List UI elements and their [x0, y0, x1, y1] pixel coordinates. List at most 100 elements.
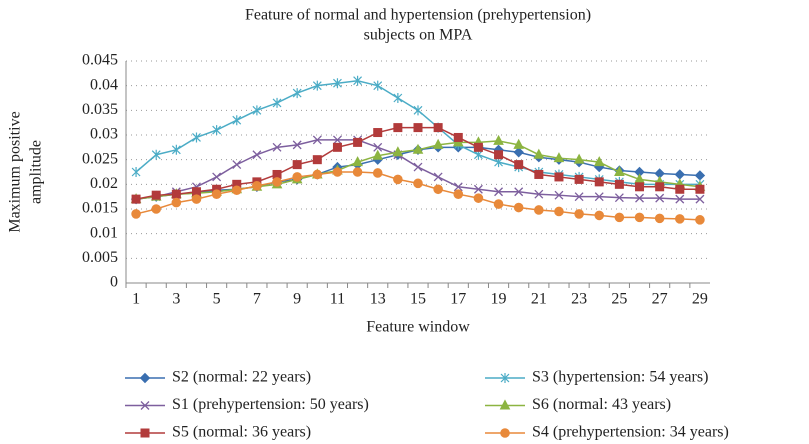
y-tick-label: 0.03: [90, 126, 118, 143]
marker: [373, 128, 383, 138]
marker: [553, 152, 565, 163]
x-tick-label: 27: [652, 291, 668, 308]
marker: [252, 150, 262, 160]
marker: [614, 193, 624, 203]
marker: [594, 210, 605, 221]
marker: [655, 193, 665, 203]
marker: [333, 78, 342, 89]
x-tick-label: 25: [611, 291, 627, 308]
marker: [272, 177, 282, 187]
marker: [433, 172, 443, 182]
marker: [292, 140, 302, 150]
marker: [574, 192, 584, 202]
marker: [231, 185, 242, 196]
marker: [614, 212, 625, 223]
legend-item: S3 (hypertension: 54 years): [485, 369, 708, 386]
marker: [272, 142, 282, 152]
marker: [292, 160, 302, 170]
marker: [139, 372, 151, 384]
marker: [675, 194, 685, 204]
series-line: [135, 79, 700, 186]
x-tick-label: 1: [132, 291, 140, 308]
marker: [694, 170, 706, 181]
legend-label: S3 (hypertension: 54 years): [532, 369, 708, 386]
marker: [191, 194, 202, 204]
y-axis-label: Maximum positive: [7, 111, 24, 232]
chart-title: Feature of normal and hypertension (preh…: [245, 7, 591, 24]
marker: [614, 179, 624, 189]
marker: [171, 144, 181, 155]
marker: [140, 401, 150, 410]
marker: [151, 190, 161, 200]
x-tick-label: 17: [450, 291, 466, 308]
marker: [232, 160, 242, 170]
marker: [140, 428, 150, 438]
marker: [453, 182, 463, 192]
legend-label: S2 (normal: 22 years): [172, 369, 311, 386]
marker: [695, 184, 705, 194]
marker: [373, 142, 383, 152]
x-axis-label: Feature window: [366, 319, 470, 336]
marker: [353, 75, 363, 86]
marker: [131, 209, 141, 219]
x-tick-label: 11: [330, 291, 345, 308]
marker: [292, 88, 302, 99]
marker: [695, 215, 705, 225]
marker: [131, 167, 141, 177]
legend-label: S4 (prehypertension: 34 years): [532, 424, 729, 441]
marker: [675, 184, 685, 194]
marker: [413, 178, 423, 189]
marker: [171, 189, 181, 199]
marker: [473, 193, 484, 203]
y-tick-label: 0.02: [90, 175, 118, 192]
x-tick-label: 5: [213, 291, 221, 308]
legend-item: S1 (prehypertension: 50 years): [125, 396, 369, 413]
marker: [312, 155, 322, 165]
marker: [494, 150, 504, 160]
legend-item: S5 (normal: 36 years): [125, 424, 311, 441]
marker: [292, 172, 302, 182]
y-tick-label: 0.04: [90, 76, 118, 93]
marker: [634, 212, 645, 223]
marker: [252, 105, 262, 116]
chart-title: subjects on MPA: [364, 27, 473, 44]
marker: [272, 97, 282, 108]
y-tick-label: 0.045: [82, 52, 118, 69]
marker: [574, 174, 584, 184]
marker: [312, 169, 323, 180]
marker: [211, 189, 222, 199]
marker: [171, 197, 182, 208]
marker: [332, 167, 343, 177]
marker: [514, 187, 524, 197]
marker: [312, 135, 322, 145]
marker: [554, 206, 564, 217]
marker: [151, 149, 161, 160]
marker: [513, 147, 524, 158]
x-tick-label: 15: [410, 291, 426, 308]
marker: [533, 148, 545, 159]
marker: [352, 167, 363, 177]
y-tick-label: 0.015: [82, 200, 118, 217]
marker: [554, 190, 564, 200]
legend-label: S6 (normal: 43 years): [532, 396, 671, 413]
marker: [635, 182, 645, 192]
marker: [614, 165, 625, 176]
marker: [594, 192, 604, 202]
marker: [500, 373, 510, 383]
x-tick-label: 19: [491, 291, 507, 308]
marker: [654, 213, 665, 224]
y-tick-label: 0.035: [82, 101, 118, 118]
marker: [373, 80, 383, 91]
y-tick-label: 0.005: [82, 249, 118, 266]
marker: [453, 132, 463, 142]
marker: [432, 138, 444, 149]
marker: [594, 177, 604, 187]
marker: [393, 93, 403, 103]
marker: [212, 125, 222, 136]
marker: [212, 172, 222, 182]
y-tick-label: 0: [110, 274, 118, 291]
marker: [413, 162, 423, 172]
marker: [413, 123, 423, 133]
x-tick-label: 3: [172, 291, 180, 308]
marker: [674, 169, 686, 180]
